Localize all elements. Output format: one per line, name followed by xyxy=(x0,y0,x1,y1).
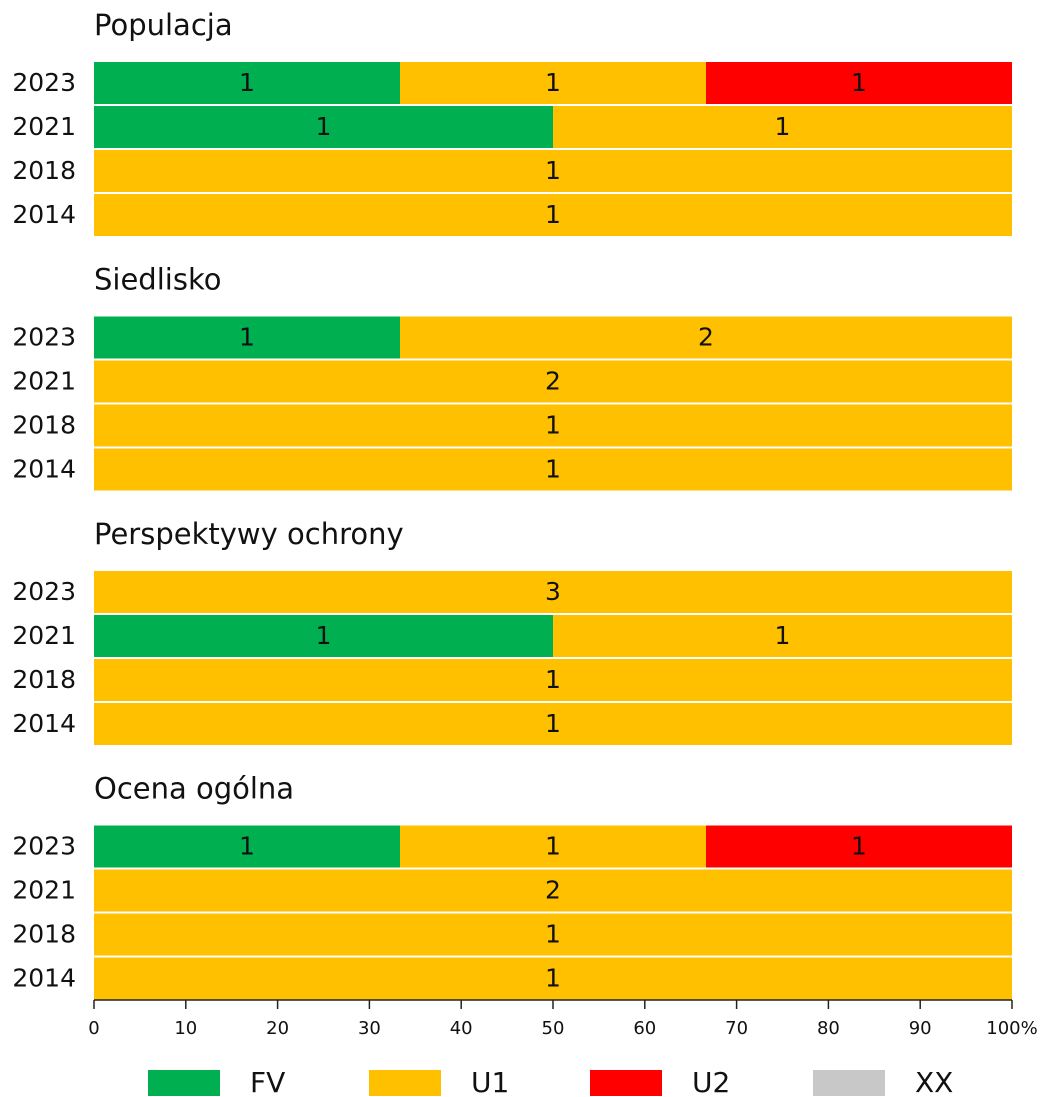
segment-label: 1 xyxy=(545,920,561,949)
segment-label: 1 xyxy=(775,621,791,650)
segment-label: 1 xyxy=(851,832,867,861)
segment-label: 1 xyxy=(545,964,561,993)
year-label: 2023 xyxy=(12,323,76,352)
year-label: 2021 xyxy=(12,367,76,396)
bar-segment xyxy=(94,913,1012,956)
x-tick-label: 80 xyxy=(817,1018,840,1039)
segment-label: 1 xyxy=(316,112,332,141)
legend-swatch xyxy=(148,1070,220,1096)
segment-label: 1 xyxy=(545,411,561,440)
legend-label: U2 xyxy=(692,1066,730,1097)
segment-label: 1 xyxy=(316,621,332,650)
segment-label: 1 xyxy=(239,832,255,861)
year-label: 2021 xyxy=(12,876,76,905)
x-tick-label: 90 xyxy=(909,1018,932,1039)
bar-segment xyxy=(400,316,1012,359)
x-tick-label: 0 xyxy=(88,1018,99,1039)
segment-label: 1 xyxy=(851,68,867,97)
bar-segment xyxy=(94,150,1012,192)
x-tick-label: 30 xyxy=(358,1018,381,1039)
panel-title: Siedlisko xyxy=(94,263,221,297)
bar-segment xyxy=(94,194,1012,236)
bar-segment xyxy=(94,106,553,148)
bar-segment xyxy=(94,448,1012,491)
segment-label: 2 xyxy=(545,367,561,396)
segment-label: 2 xyxy=(545,876,561,905)
segment-label: 1 xyxy=(545,709,561,738)
year-label: 2014 xyxy=(12,200,76,229)
legend-swatch xyxy=(590,1070,662,1096)
segment-label: 1 xyxy=(775,112,791,141)
x-tick-label: 20 xyxy=(266,1018,289,1039)
year-label: 2023 xyxy=(12,832,76,861)
year-label: 2014 xyxy=(12,455,76,484)
bar-segment xyxy=(94,869,1012,912)
panel-title: Ocena ogólna xyxy=(94,772,294,806)
bar-segment xyxy=(94,659,1012,701)
x-tick-label: 50 xyxy=(542,1018,565,1039)
segment-label: 1 xyxy=(545,68,561,97)
bar-segment xyxy=(94,825,400,868)
x-tick-label: 100% xyxy=(986,1018,1037,1039)
bar-segment xyxy=(94,62,400,104)
year-label: 2014 xyxy=(12,964,76,993)
segment-label: 1 xyxy=(545,200,561,229)
legend-swatch xyxy=(813,1070,885,1096)
year-label: 2014 xyxy=(12,709,76,738)
year-label: 2018 xyxy=(12,411,76,440)
bar-segment xyxy=(706,825,1012,868)
bar-segment xyxy=(94,957,1012,1000)
segment-label: 1 xyxy=(545,156,561,185)
bar-segment xyxy=(553,615,1012,657)
bar-segment xyxy=(94,360,1012,403)
bar-segment xyxy=(553,106,1012,148)
bar-segment xyxy=(94,404,1012,447)
bar-segment xyxy=(400,825,706,868)
year-label: 2021 xyxy=(12,621,76,650)
year-label: 2023 xyxy=(12,68,76,97)
bar-segment xyxy=(94,703,1012,745)
segment-label: 1 xyxy=(239,68,255,97)
x-tick-label: 60 xyxy=(633,1018,656,1039)
legend-label: FV xyxy=(250,1066,285,1097)
legend-label: XX xyxy=(915,1066,953,1097)
year-label: 2023 xyxy=(12,577,76,606)
x-tick-label: 10 xyxy=(174,1018,197,1039)
segment-label: 2 xyxy=(698,323,714,352)
x-tick-label: 70 xyxy=(725,1018,748,1039)
segment-label: 1 xyxy=(545,665,561,694)
year-label: 2021 xyxy=(12,112,76,141)
bar-segment xyxy=(706,62,1012,104)
panel-title: Populacja xyxy=(94,8,233,42)
legend-label: U1 xyxy=(471,1066,509,1097)
year-label: 2018 xyxy=(12,156,76,185)
segment-label: 1 xyxy=(545,455,561,484)
segment-label: 1 xyxy=(545,832,561,861)
year-label: 2018 xyxy=(12,920,76,949)
bar-segment xyxy=(94,316,400,359)
panel-title: Perspektywy ochrony xyxy=(94,517,404,551)
bar-segment xyxy=(94,615,553,657)
bar-segment xyxy=(94,571,1012,613)
legend-swatch xyxy=(369,1070,441,1096)
segment-label: 3 xyxy=(545,577,561,606)
segment-label: 1 xyxy=(239,323,255,352)
bar-segment xyxy=(400,62,706,104)
x-tick-label: 40 xyxy=(450,1018,473,1039)
year-label: 2018 xyxy=(12,665,76,694)
